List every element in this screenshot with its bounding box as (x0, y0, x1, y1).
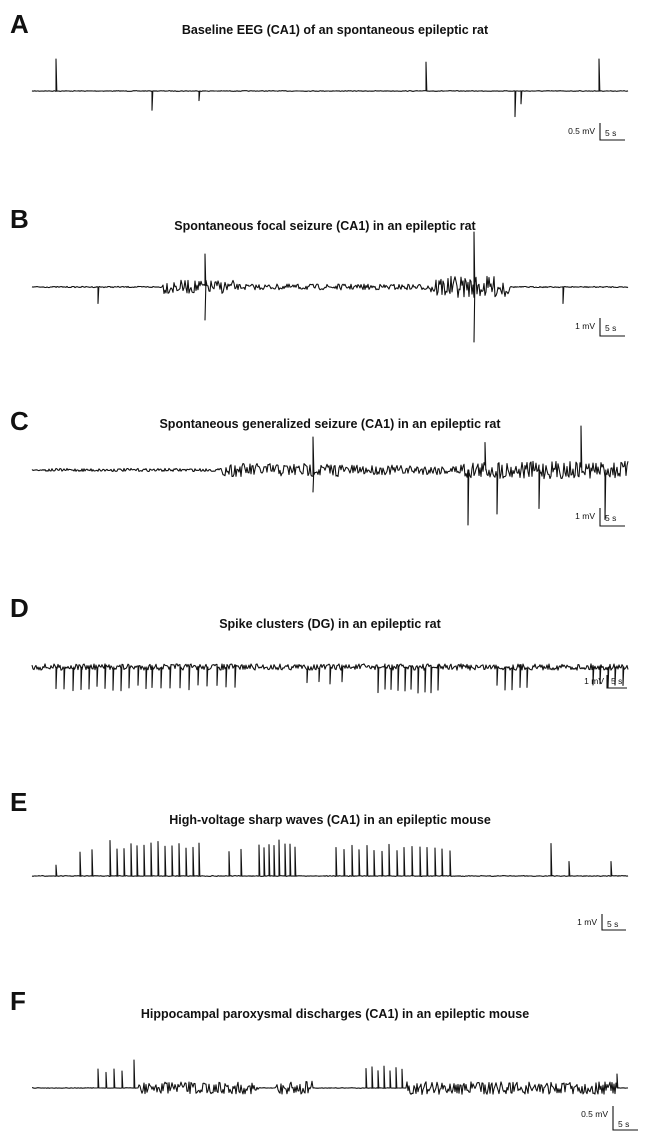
eeg-trace-a (31, 58, 629, 118)
scale-bar-voltage-f: 0.5 mV (581, 1109, 608, 1119)
eeg-trace-b (31, 231, 629, 343)
scale-bar-lines-b (599, 318, 625, 337)
panel-letter-b: B (10, 204, 29, 234)
scale-bar-f: 0.5 mV 5 s (581, 1106, 638, 1131)
scale-bar-time-b: 5 s (605, 323, 616, 333)
scale-bar-lines-a (599, 123, 625, 141)
scale-bar-lines-e (601, 914, 626, 931)
panel-e: E High-voltage sharp waves (CA1) in an e… (10, 787, 629, 931)
scale-bar-voltage-d: 1 mV (584, 676, 604, 686)
scale-bar-time-e: 5 s (607, 919, 618, 929)
scale-bar-b: 1 mV 5 s (575, 318, 625, 337)
scale-bar-voltage-c: 1 mV (575, 511, 595, 521)
scale-bar-voltage-e: 1 mV (577, 917, 597, 927)
scale-bar-lines-c (599, 508, 625, 527)
scale-bar-time-a: 5 s (605, 128, 616, 138)
eeg-trace-d (31, 663, 629, 694)
scale-bar-c: 1 mV 5 s (575, 508, 625, 527)
panel-letter-c: C (10, 406, 29, 436)
eeg-trace-f (32, 1059, 629, 1095)
panel-title-f: Hippocampal paroxysmal discharges (CA1) … (141, 1007, 529, 1021)
scale-bar-lines-f (612, 1106, 638, 1131)
panel-a: A Baseline EEG (CA1) of an spontaneous e… (10, 9, 629, 141)
panel-title-c: Spontaneous generalized seizure (CA1) in… (159, 417, 501, 431)
scale-bar-lines-d (606, 675, 627, 689)
panel-title-b: Spontaneous focal seizure (CA1) in an ep… (174, 219, 476, 233)
panel-letter-f: F (10, 986, 26, 1016)
scale-bar-time-c: 5 s (605, 513, 616, 523)
panel-d: D Spike clusters (DG) in an epileptic ra… (10, 593, 629, 694)
scale-bar-voltage-b: 1 mV (575, 321, 595, 331)
scale-bar-time-d: 5 s (611, 676, 622, 686)
panel-title-d: Spike clusters (DG) in an epileptic rat (219, 617, 441, 631)
eeg-trace-e (31, 839, 629, 877)
scale-bar-d: 1 mV 5 s (584, 675, 627, 689)
scale-bar-e: 1 mV 5 s (577, 914, 626, 931)
panel-letter-e: E (10, 787, 27, 817)
scale-bar-time-f: 5 s (618, 1119, 629, 1129)
scale-bar-a: 0.5 mV 5 s (568, 123, 625, 141)
scale-bar-voltage-a: 0.5 mV (568, 126, 595, 136)
panel-b: B Spontaneous focal seizure (CA1) in an … (10, 204, 629, 343)
panel-letter-d: D (10, 593, 29, 623)
panel-c: C Spontaneous generalized seizure (CA1) … (10, 406, 629, 527)
eeg-trace-c (31, 425, 629, 526)
panel-f: F Hippocampal paroxysmal discharges (CA1… (10, 986, 638, 1131)
panel-letter-a: A (10, 9, 29, 39)
panel-title-e: High-voltage sharp waves (CA1) in an epi… (169, 813, 491, 827)
panel-title-a: Baseline EEG (CA1) of an spontaneous epi… (182, 23, 489, 37)
